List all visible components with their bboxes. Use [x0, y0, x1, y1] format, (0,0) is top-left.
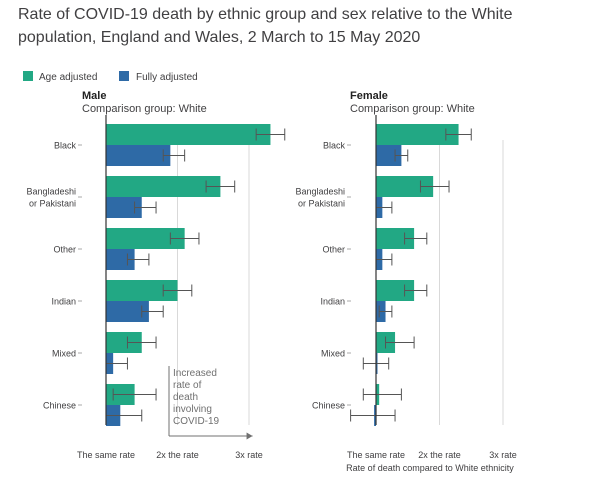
male-annotation-text: death [173, 392, 198, 403]
female-category-label-chinese: Chinese [312, 401, 345, 411]
legend-swatch-age-adjusted [23, 71, 33, 81]
male-bar-bangladeshi-or-pakistani-fully-adjusted [106, 197, 142, 218]
male-category-label-bangladeshi-or-pakistani: Bangladeshi [26, 187, 76, 197]
legend-label-age-adjusted: Age adjusted [39, 72, 97, 83]
male-bar-black-age-adjusted [106, 124, 271, 145]
male-xtick-label-3: 3x rate [235, 450, 263, 460]
legend-swatch-fully-adjusted [119, 71, 129, 81]
male-bar-other-age-adjusted [106, 228, 185, 249]
female-category-label-bangladeshi-or-pakistani: or Pakistani [298, 199, 345, 209]
male-xtick-label-1: The same rate [77, 450, 135, 460]
male-annotation-text: involving [173, 404, 212, 415]
male-annotation-text: Increased [173, 368, 217, 379]
male-category-label-chinese: Chinese [43, 401, 76, 411]
male-bar-black-fully-adjusted [106, 145, 171, 166]
male-panel-subtitle: Comparison group: White [82, 103, 207, 115]
female-panel-subtitle: Comparison group: White [350, 103, 475, 115]
female-xtick-label-2: 2x the rate [418, 450, 461, 460]
female-bar-bangladeshi-or-pakistani-age-adjusted [376, 176, 434, 197]
male-bar-indian-fully-adjusted [106, 301, 149, 322]
male-annotation-text: COVID-19 [173, 416, 220, 427]
female-category-label-indian: Indian [320, 297, 345, 307]
male-annotation-text: rate of [173, 380, 202, 391]
male-category-label-other: Other [53, 245, 76, 255]
female-panel-title: Female [350, 90, 388, 102]
male-xtick-label-2: 2x the rate [156, 450, 199, 460]
male-category-label-mixed: Mixed [52, 349, 76, 359]
male-category-label-indian: Indian [51, 297, 76, 307]
male-bar-mixed-age-adjusted [106, 332, 142, 353]
female-xtick-label-1: The same rate [347, 450, 405, 460]
chart-title: Rate of COVID-19 death by ethnic group a… [18, 6, 513, 46]
male-category-label-bangladeshi-or-pakistani: or Pakistani [29, 199, 76, 209]
male-panel-title: Male [82, 90, 106, 102]
female-bar-black-age-adjusted [376, 124, 459, 145]
female-category-label-mixed: Mixed [321, 349, 345, 359]
female-category-label-bangladeshi-or-pakistani: Bangladeshi [295, 187, 345, 197]
female-category-label-black: Black [323, 141, 346, 151]
female-xtick-label-3: 3x rate [489, 450, 517, 460]
male-annotation-arrowhead [246, 432, 253, 440]
male-category-label-black: Black [54, 141, 77, 151]
female-category-label-other: Other [322, 245, 345, 255]
male-bar-indian-age-adjusted [106, 280, 178, 301]
female-xaxis-label: Rate of death compared to White ethnicit… [346, 463, 514, 473]
male-bar-bangladeshi-or-pakistani-age-adjusted [106, 176, 221, 197]
legend-label-fully-adjusted: Fully adjusted [136, 72, 198, 83]
